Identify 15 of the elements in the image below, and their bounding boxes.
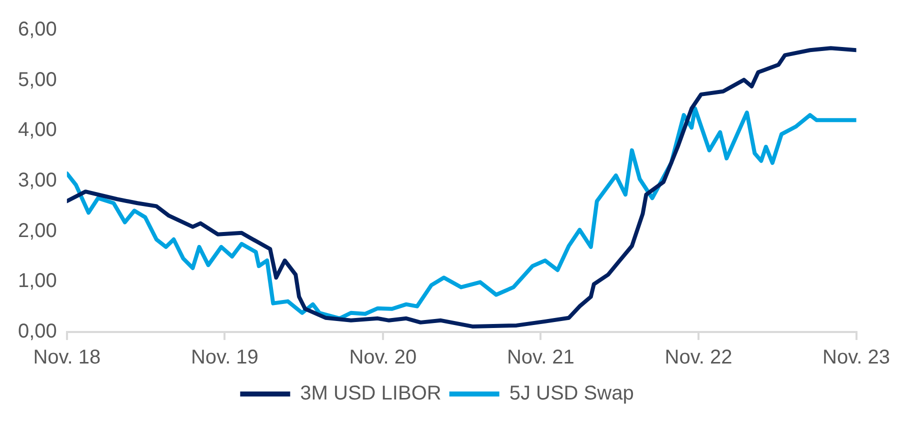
legend-label: 5J USD Swap: [509, 382, 634, 405]
x-tick-label: Nov. 21: [506, 346, 574, 369]
y-tick-label: 4,00: [18, 119, 57, 142]
x-tick-label: Nov. 23: [822, 346, 890, 369]
x-tick-label: Nov. 20: [349, 346, 417, 369]
x-tick-label: Nov. 19: [190, 346, 258, 369]
x-tick-label: Nov. 22: [664, 346, 732, 369]
x-tick-label: Nov. 18: [33, 346, 101, 369]
legend-label: 3M USD LIBOR: [300, 382, 442, 405]
y-tick-label: 0,00: [18, 320, 57, 343]
y-tick-label: 2,00: [18, 220, 57, 242]
y-tick-label: 6,00: [18, 18, 57, 41]
y-tick-label: 1,00: [18, 270, 57, 292]
y-tick-label: 3,00: [18, 170, 57, 192]
y-tick-label: 5,00: [18, 68, 57, 91]
